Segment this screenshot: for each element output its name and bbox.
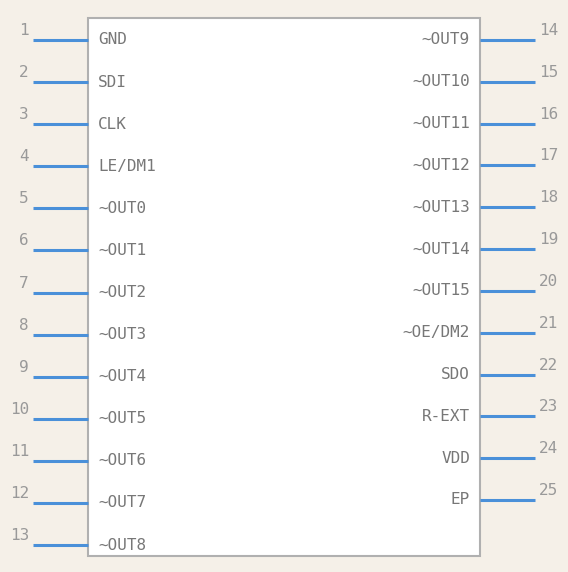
FancyBboxPatch shape (88, 18, 480, 556)
Text: ~OUT5: ~OUT5 (98, 411, 146, 426)
Text: ~OUT7: ~OUT7 (98, 495, 146, 510)
Text: 15: 15 (539, 65, 558, 80)
Text: ~OUT3: ~OUT3 (98, 327, 146, 342)
Text: ~OE/DM2: ~OE/DM2 (403, 325, 470, 340)
Text: 5: 5 (19, 191, 29, 206)
Text: R-EXT: R-EXT (422, 409, 470, 424)
Text: EP: EP (451, 492, 470, 507)
Text: 6: 6 (19, 233, 29, 248)
Text: ~OUT4: ~OUT4 (98, 369, 146, 384)
Text: 16: 16 (539, 106, 558, 122)
Text: ~OUT14: ~OUT14 (412, 241, 470, 257)
Text: ~OUT8: ~OUT8 (98, 538, 146, 553)
Text: ~OUT15: ~OUT15 (412, 283, 470, 299)
Text: ~OUT6: ~OUT6 (98, 454, 146, 468)
Text: 20: 20 (539, 274, 558, 289)
Text: 11: 11 (10, 444, 29, 459)
Text: 8: 8 (19, 317, 29, 332)
Text: 1: 1 (19, 23, 29, 38)
Text: CLK: CLK (98, 117, 127, 132)
Text: ~OUT2: ~OUT2 (98, 285, 146, 300)
Text: 17: 17 (539, 149, 558, 164)
Text: 13: 13 (10, 528, 29, 543)
Text: ~OUT0: ~OUT0 (98, 201, 146, 216)
Text: 14: 14 (539, 23, 558, 38)
Text: 25: 25 (539, 483, 558, 498)
Text: SDI: SDI (98, 74, 127, 90)
Text: 9: 9 (19, 360, 29, 375)
Text: 24: 24 (539, 441, 558, 456)
Text: VDD: VDD (441, 451, 470, 466)
Text: 12: 12 (10, 486, 29, 501)
Text: 18: 18 (539, 190, 558, 205)
Text: ~OUT1: ~OUT1 (98, 243, 146, 258)
Text: ~OUT11: ~OUT11 (412, 116, 470, 131)
Text: 19: 19 (539, 232, 558, 247)
Text: ~OUT9: ~OUT9 (422, 33, 470, 47)
Text: 3: 3 (19, 107, 29, 122)
Text: LE/DM1: LE/DM1 (98, 159, 156, 174)
Text: ~OUT13: ~OUT13 (412, 200, 470, 214)
Text: ~OUT12: ~OUT12 (412, 158, 470, 173)
Text: 22: 22 (539, 358, 558, 372)
Text: 21: 21 (539, 316, 558, 331)
Text: 10: 10 (10, 402, 29, 417)
Text: SDO: SDO (441, 367, 470, 382)
Text: 2: 2 (19, 65, 29, 80)
Text: 7: 7 (19, 276, 29, 291)
Text: GND: GND (98, 33, 127, 47)
Text: 23: 23 (539, 399, 558, 414)
Text: 4: 4 (19, 149, 29, 164)
Text: ~OUT10: ~OUT10 (412, 74, 470, 89)
